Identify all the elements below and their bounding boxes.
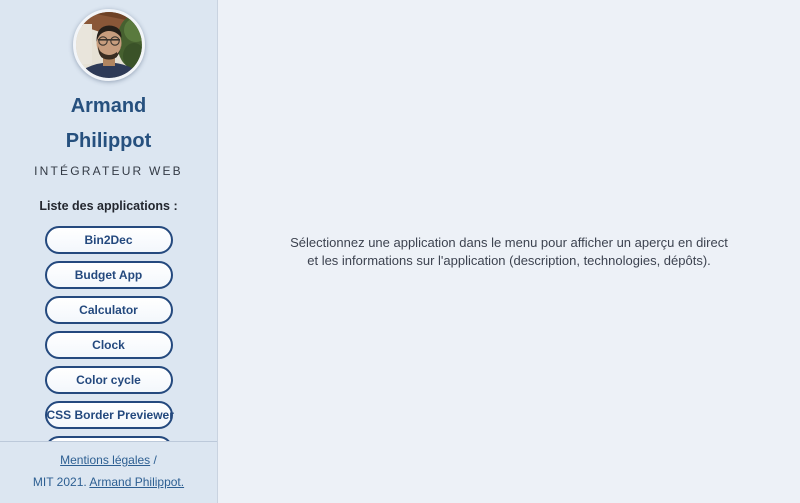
app-button-clock[interactable]: Clock [44,331,173,359]
app-button-budget-app[interactable]: Budget App [44,261,173,289]
profile-name-line1: Armand [70,95,147,117]
app-button-color-cycle[interactable]: Color cycle [44,366,173,394]
profile-name: Armand Philippot [29,89,189,159]
apps-list-heading: Liste des applications : [39,199,178,213]
app-button-calculator[interactable]: Calculator [44,296,173,324]
app-button-css-border-previewer[interactable]: CSS Border Previewer [44,401,174,429]
author-link[interactable]: Armand Philippot. [89,475,185,489]
apps-list: Bin2Dec Budget App Calculator Clock Colo… [0,226,217,441]
footer-license-line: MIT 2021. Armand Philippot. [0,476,217,489]
sidebar-footer: Mentions légales / MIT 2021. Armand Phil… [0,441,217,503]
avatar [72,9,145,81]
sidebar: Armand Philippot INTÉGRATEUR WEB Liste de… [0,0,218,503]
placeholder-message: Sélectionnez une application dans le men… [290,234,728,268]
legal-notice-link[interactable]: Mentions légales [60,453,151,467]
app-button-bin2dec[interactable]: Bin2Dec [44,226,173,254]
footer-separator: / [153,453,157,467]
main-panel: Sélectionnez une application dans le men… [218,0,800,503]
footer-legal-line: Mentions légales / [0,454,217,467]
job-title: INTÉGRATEUR WEB [34,164,183,178]
avatar-photo [75,12,142,78]
license-text: MIT 2021. [32,475,87,489]
profile-name-line2: Philippot [65,130,152,152]
